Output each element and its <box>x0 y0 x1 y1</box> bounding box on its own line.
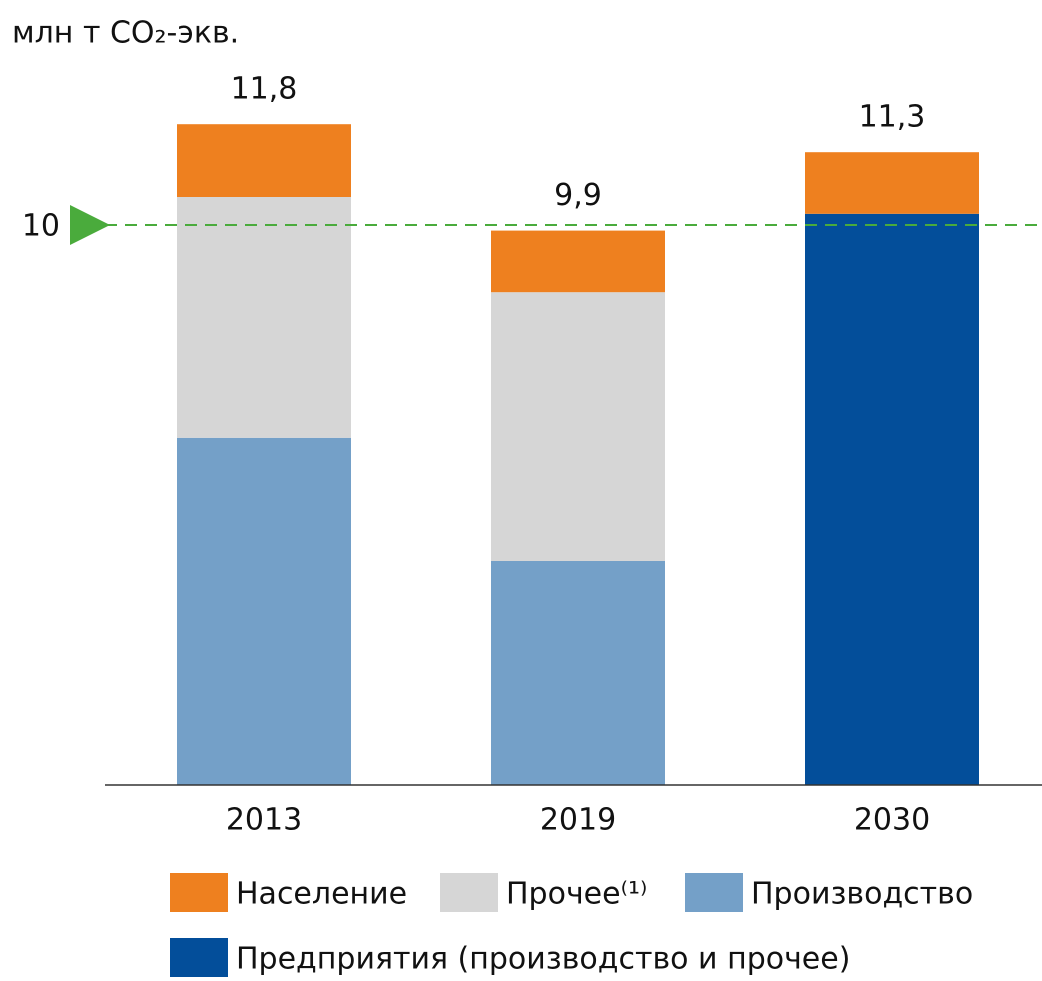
bar-segment <box>177 197 351 438</box>
legend-label: Предприятия (производство и прочее) <box>236 942 850 977</box>
unit-label: млн т CO₂-экв. <box>12 16 239 51</box>
total-label: 9,9 <box>554 178 602 213</box>
legend-swatch <box>170 873 228 912</box>
bar-segment <box>805 152 979 214</box>
legend-label: Население <box>236 877 407 912</box>
bar-segment <box>177 124 351 197</box>
bar-segment <box>491 292 665 561</box>
x-tick-label: 2019 <box>540 803 616 838</box>
legend-label: Производство <box>751 877 973 912</box>
target-label: 10 <box>22 209 60 244</box>
legend-swatch <box>440 873 498 912</box>
legend-label: Прочее⁽¹⁾ <box>506 877 647 912</box>
legend-swatch <box>170 938 228 977</box>
bar-segment <box>491 230 665 293</box>
total-label: 11,8 <box>231 72 298 107</box>
bar-segment <box>177 437 351 785</box>
bar-segment <box>491 561 665 785</box>
legend-swatch <box>685 873 743 912</box>
total-label: 11,3 <box>859 100 926 135</box>
bar-segment <box>805 213 979 786</box>
x-tick-label: 2013 <box>226 803 302 838</box>
x-tick-label: 2030 <box>854 803 930 838</box>
target-marker <box>70 205 110 245</box>
